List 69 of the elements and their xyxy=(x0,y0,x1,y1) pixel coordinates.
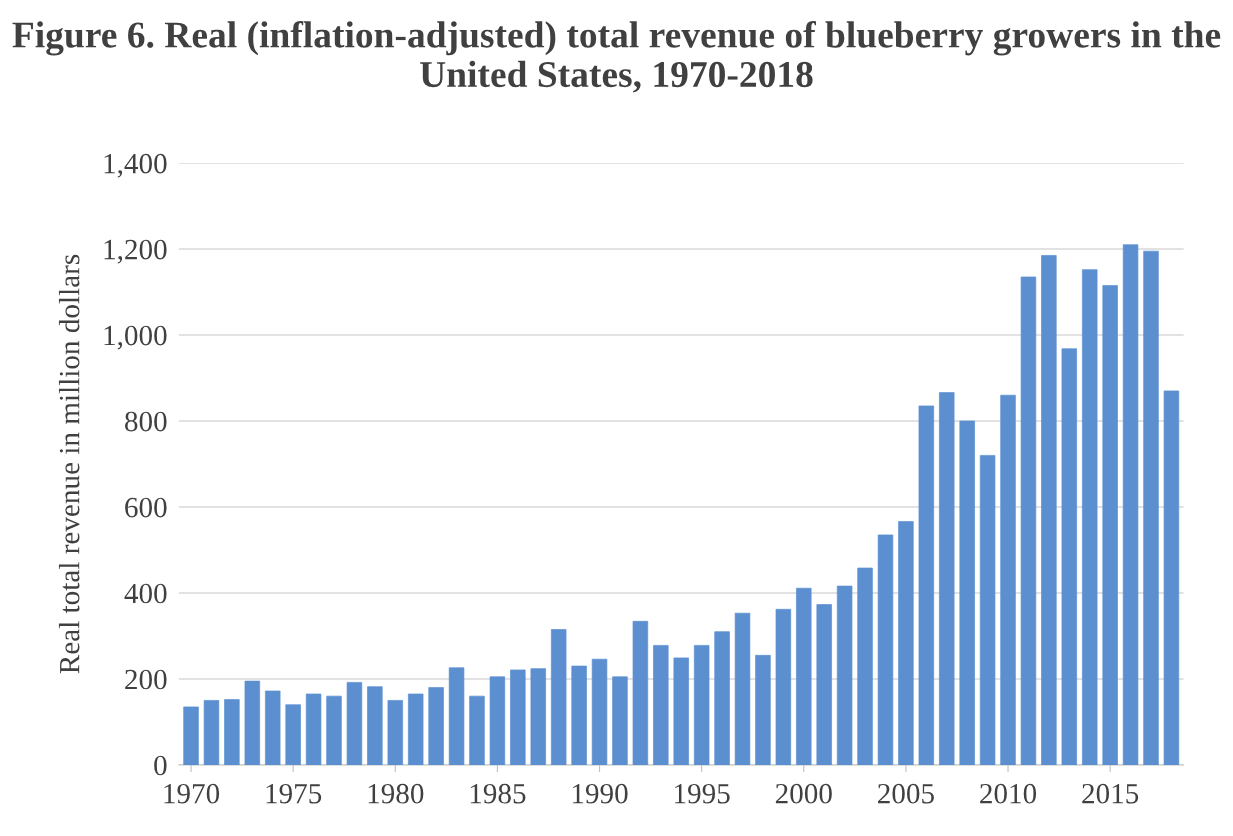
bar xyxy=(510,669,526,765)
bar xyxy=(1020,276,1037,765)
bar xyxy=(653,645,669,765)
bar xyxy=(755,654,771,765)
x-tick-label: 2000 xyxy=(775,783,832,804)
bar xyxy=(530,668,546,765)
bar xyxy=(612,676,628,765)
x-tick-label: 2010 xyxy=(980,783,1037,804)
bar xyxy=(265,690,281,765)
bar xyxy=(387,700,403,765)
x-tick-label: 1980 xyxy=(368,783,424,804)
y-tick-label: 600 xyxy=(125,497,167,518)
bar xyxy=(244,680,261,765)
bar xyxy=(939,392,955,765)
y-axis-title: Real total revenue in million dollars xyxy=(58,254,80,674)
y-tick-label: 400 xyxy=(124,583,167,604)
x-tick-label: 1970 xyxy=(164,783,220,804)
x-tick-label: 1985 xyxy=(470,783,526,804)
bar xyxy=(591,658,608,765)
y-tick-label: 800 xyxy=(125,411,167,432)
bar xyxy=(857,567,873,765)
bar xyxy=(1102,285,1118,765)
x-tick-label: 1995 xyxy=(675,783,730,804)
y-tick-label: 0 xyxy=(154,755,167,776)
bar xyxy=(693,645,710,765)
bar xyxy=(326,695,342,765)
chart-title: Figure 6. Real (inflation-adjusted) total revenue of blueberry growers in the United States, 1970-2018 xyxy=(12,20,1221,93)
bar xyxy=(408,693,424,765)
y-tick-label: 1,200 xyxy=(104,239,167,264)
bar xyxy=(632,620,649,765)
bar xyxy=(469,695,485,765)
bar xyxy=(448,667,465,765)
bar xyxy=(489,676,506,765)
y-tick-label: 1,400 xyxy=(104,153,167,178)
bar xyxy=(1041,255,1057,765)
bar xyxy=(714,631,730,765)
bar xyxy=(1061,348,1077,765)
bar xyxy=(959,420,975,765)
x-tick-label: 1975 xyxy=(266,783,322,804)
y-tick-label: 1,000 xyxy=(104,325,167,350)
bar xyxy=(1163,390,1180,765)
bar xyxy=(571,665,587,765)
bar xyxy=(428,687,444,765)
bar xyxy=(285,704,301,765)
bar xyxy=(1082,269,1098,765)
bar xyxy=(979,455,996,765)
bar xyxy=(550,629,567,765)
bar xyxy=(918,405,935,765)
bar xyxy=(183,706,199,765)
bar xyxy=(367,686,383,765)
bar xyxy=(673,657,689,765)
bar xyxy=(224,699,240,765)
x-tick-label: 2005 xyxy=(878,783,934,804)
bar xyxy=(1143,250,1159,765)
bar xyxy=(796,587,812,765)
bar xyxy=(1000,394,1016,765)
bar xyxy=(1122,244,1139,765)
x-tick-label: 1990 xyxy=(572,783,628,804)
bar xyxy=(775,608,792,765)
bar xyxy=(305,693,322,765)
bar xyxy=(203,700,220,765)
y-tick-label: 200 xyxy=(125,669,167,690)
bar xyxy=(734,612,751,765)
bar xyxy=(898,521,914,765)
x-tick-label: 2015 xyxy=(1082,783,1139,804)
bar xyxy=(877,534,894,765)
bar xyxy=(816,604,832,765)
bar xyxy=(346,682,363,765)
bar xyxy=(836,585,853,765)
